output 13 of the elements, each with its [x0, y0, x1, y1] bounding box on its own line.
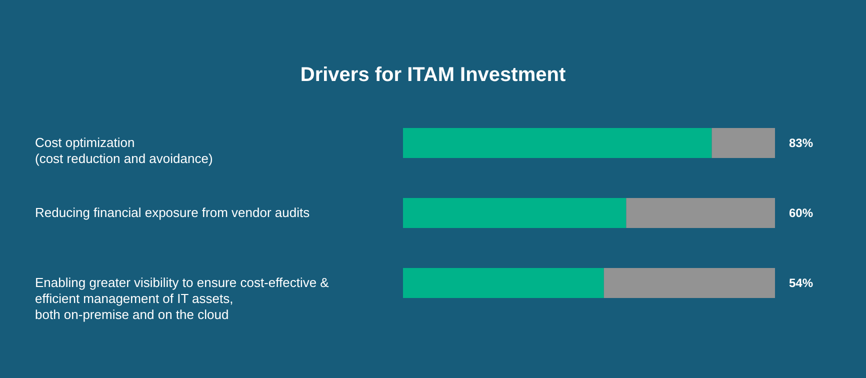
data-label: 83%	[789, 136, 814, 150]
data-label: 54%	[789, 276, 814, 290]
bar	[712, 128, 775, 158]
y-tick-label: Enabling greater visibility to ensure cost-effective & efficient management of IT assets, both on-premise and on the cloud	[35, 275, 330, 322]
y-tick-label: Cost optimization (cost reduction and avoidance)	[35, 135, 213, 166]
bar	[403, 128, 712, 158]
y-tick-label: Reducing financial exposure from vendor audits	[35, 205, 310, 220]
bar	[403, 198, 626, 228]
bar	[403, 268, 604, 298]
bar	[604, 268, 775, 298]
bar	[626, 198, 775, 228]
data-label: 60%	[789, 206, 814, 220]
chart-title: Drivers for ITAM Investment	[300, 64, 566, 86]
